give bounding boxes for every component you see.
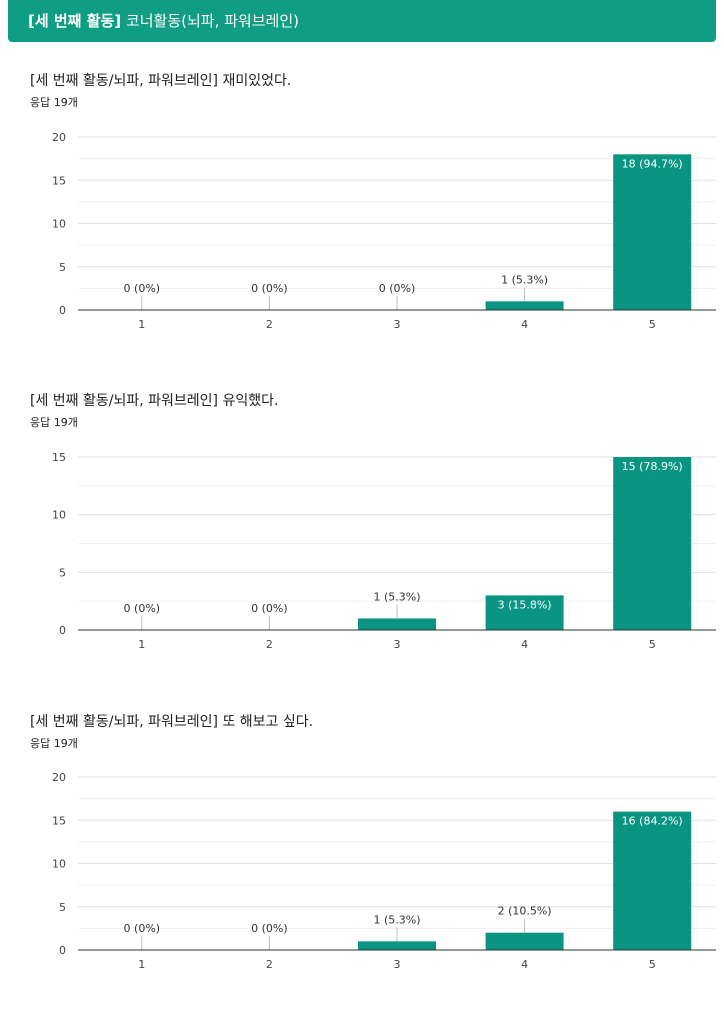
x-tick-label: 2 — [266, 638, 273, 651]
x-tick-label: 5 — [649, 638, 656, 651]
y-tick-label: 0 — [59, 304, 66, 317]
data-label: 0 (0%) — [251, 922, 288, 935]
bar-4 — [485, 301, 564, 310]
x-tick-label: 3 — [394, 638, 401, 651]
y-tick-label: 10 — [52, 509, 66, 522]
y-tick-label: 5 — [59, 261, 66, 274]
y-tick-label: 0 — [59, 944, 66, 957]
section-header: [세 번째 활동] 코너활동(뇌파, 파워브레인) — [8, 0, 716, 42]
bar-5 — [613, 811, 692, 950]
data-label: 3 (15.8%) — [498, 598, 552, 611]
data-label: 0 (0%) — [124, 602, 161, 615]
y-tick-label: 15 — [52, 174, 66, 187]
data-label: 1 (5.3%) — [373, 590, 420, 603]
bar-3 — [358, 941, 436, 950]
bar-3 — [358, 618, 436, 630]
x-tick-label: 4 — [521, 318, 528, 331]
x-tick-label: 3 — [394, 958, 401, 971]
data-label: 16 (84.2%) — [622, 815, 683, 828]
response-count-3: 응답 19개 — [30, 737, 78, 750]
y-tick-label: 15 — [52, 451, 66, 464]
data-label: 0 (0%) — [379, 282, 416, 295]
data-label: 0 (0%) — [251, 282, 288, 295]
question-title-2: [세 번째 활동/뇌파, 파워브레인] 유익했다. — [30, 393, 279, 409]
x-tick-label: 2 — [266, 318, 273, 331]
bar-4 — [485, 932, 564, 950]
data-label: 0 (0%) — [124, 282, 161, 295]
bar-4 — [485, 595, 564, 630]
y-tick-label: 5 — [59, 566, 66, 579]
x-tick-label: 2 — [266, 958, 273, 971]
response-count-2: 응답 19개 — [30, 416, 78, 429]
data-label: 18 (94.7%) — [622, 157, 683, 170]
data-label: 15 (78.9%) — [622, 460, 683, 473]
bar-5 — [613, 154, 692, 310]
data-label: 0 (0%) — [251, 602, 288, 615]
x-tick-label: 5 — [649, 318, 656, 331]
y-tick-label: 20 — [52, 771, 66, 784]
x-tick-label: 1 — [138, 958, 145, 971]
y-tick-label: 0 — [59, 624, 66, 637]
x-tick-label: 5 — [649, 958, 656, 971]
bar-chart-3: 0 5 10 15 20 0 (0%) 1 0 (0%) 2 1 (5.3%) 3 2 (10.5%)… — [52, 771, 716, 971]
y-tick-label: 10 — [52, 218, 66, 231]
x-tick-label: 1 — [138, 638, 145, 651]
y-tick-label: 20 — [52, 131, 66, 144]
y-tick-label: 5 — [59, 901, 66, 914]
x-tick-label: 3 — [394, 318, 401, 331]
section-header-bold: [세 번째 활동] — [28, 12, 122, 30]
data-label: 0 (0%) — [124, 922, 161, 935]
y-tick-label: 10 — [52, 858, 66, 871]
data-label: 2 (10.5%) — [498, 905, 552, 918]
section-header-title: 코너활동(뇌파, 파워브레인) — [121, 12, 299, 30]
data-label: 1 (5.3%) — [501, 273, 548, 286]
x-tick-label: 4 — [521, 638, 528, 651]
x-tick-label: 4 — [521, 958, 528, 971]
question-title-3: [세 번째 활동/뇌파, 파워브레인] 또 해보고 싶다. — [30, 714, 314, 730]
y-tick-label: 15 — [52, 814, 66, 827]
x-tick-label: 1 — [138, 318, 145, 331]
bar-5 — [613, 457, 692, 630]
bar-chart-1: 0 5 10 15 20 0 (0%) 1 0 (0%) 2 0 (0%) 3 1 (5.3%) 4 18… — [52, 131, 716, 331]
data-label: 1 (5.3%) — [373, 913, 420, 926]
bar-chart-2: 0 5 10 15 0 (0%) 1 0 (0%) 2 1 (5.3%) 3 3 (15.8%) 4 1… — [52, 451, 716, 651]
question-title-1: [세 번째 활동/뇌파, 파워브레인] 재미있었다. — [30, 73, 292, 89]
response-count-1: 응답 19개 — [30, 96, 78, 109]
